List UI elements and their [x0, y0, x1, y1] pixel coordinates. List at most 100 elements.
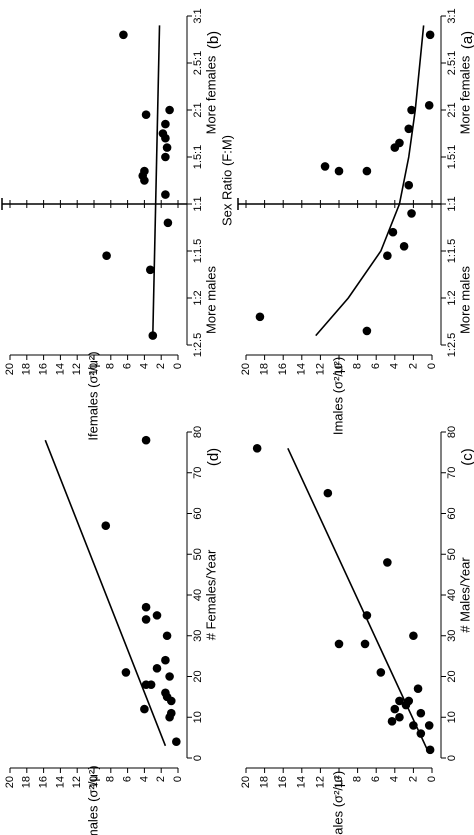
data-point [145, 265, 155, 275]
data-point [141, 602, 151, 612]
panel-label: (d) [205, 448, 222, 466]
data-point [255, 312, 265, 322]
y-tick-label: 10 [88, 363, 100, 375]
data-point [404, 180, 414, 190]
data-point [162, 143, 172, 152]
y-tick-label: 18 [259, 363, 271, 375]
x-tick-label: 60 [192, 507, 204, 519]
x-tick-label: 0 [446, 755, 458, 761]
y-tick-label: 18 [21, 776, 33, 788]
y-tick-label: 4 [138, 776, 150, 782]
x-tick-label: 1.5:1 [446, 145, 458, 169]
data-point [416, 729, 426, 738]
data-point [362, 611, 372, 620]
y-tick-label: 0 [172, 776, 184, 782]
y-tick-label: 10 [333, 776, 345, 788]
x-tick-label: 80 [192, 426, 204, 438]
x-tick-label: 40 [446, 589, 458, 601]
data-point [161, 190, 170, 199]
data-point [141, 435, 151, 445]
data-point [383, 251, 392, 260]
data-point [165, 105, 174, 115]
data-point [334, 639, 344, 649]
x-tick-label: 1:1 [192, 196, 204, 211]
y-tick-label: 12 [71, 776, 83, 788]
x-tick-label: 1:1.5 [192, 239, 204, 263]
data-point [387, 717, 397, 726]
x-axis-label: # Females/Year [203, 549, 218, 640]
data-point [152, 611, 162, 620]
x-axis-label: Sex Ratio (F:M) [219, 135, 234, 226]
x-tick-label: 1:2 [446, 290, 458, 305]
panel-label: (a) [459, 31, 474, 49]
data-point [119, 30, 128, 40]
y-tick-label: 20 [240, 776, 252, 788]
y-axis-label: Imales (σ²/μ²) [330, 771, 345, 835]
x-axis-label: # Males/Year [457, 557, 472, 633]
data-point [395, 696, 404, 706]
data-point [362, 166, 372, 176]
data-point [401, 700, 411, 710]
fit-line [44, 439, 167, 747]
y-tick-label: 16 [38, 776, 50, 788]
data-point [140, 704, 149, 714]
y-tick-label: 12 [314, 776, 326, 788]
y-axis-label: Ifemales (σ²/μ²) [85, 351, 100, 440]
y-tick-label: 8 [105, 776, 117, 782]
data-point [148, 331, 158, 340]
data-point [152, 664, 162, 673]
annotation: More females [203, 55, 218, 134]
y-tick-label: 16 [38, 363, 50, 375]
data-point [425, 30, 435, 40]
x-tick-label: 50 [446, 548, 458, 560]
y-tick-label: 4 [138, 363, 150, 369]
y-tick-label: 0 [172, 363, 184, 369]
y-tick-label: 6 [370, 776, 382, 782]
data-point [416, 708, 426, 718]
data-point [383, 558, 392, 567]
y-tick-label: 18 [21, 363, 33, 375]
data-point [161, 655, 170, 665]
y-tick-label: 12 [71, 363, 83, 375]
y-tick-label: 6 [122, 363, 134, 369]
y-tick-label: 20 [240, 363, 252, 375]
y-tick-label: 8 [352, 776, 364, 782]
y-tick-label: 14 [54, 776, 66, 788]
y-tick-label: 0 [426, 363, 438, 369]
y-axis-label: Imales (σ²/μ²) [330, 357, 345, 435]
fit-line [315, 25, 425, 337]
data-point [409, 721, 418, 730]
data-point [399, 242, 409, 251]
y-tick-label: 12 [314, 363, 326, 375]
fit-line [152, 25, 161, 336]
x-tick-label: 1:2 [192, 290, 204, 305]
y-axis-label: Ifemales (σ²/μ²) [85, 765, 100, 835]
data-point [323, 488, 333, 498]
data-point [424, 721, 434, 730]
data-point [407, 209, 416, 218]
y-tick-label: 2 [155, 776, 167, 782]
fit-line [287, 447, 429, 751]
y-tick-label: 4 [389, 363, 401, 369]
y-tick-label: 14 [296, 363, 308, 375]
data-point [141, 680, 151, 689]
data-point [395, 712, 404, 722]
panel-label: (c) [459, 448, 474, 466]
x-tick-label: 10 [446, 711, 458, 723]
x-tick-label: 70 [446, 467, 458, 479]
x-tick-label: 2:1 [446, 102, 458, 117]
x-tick-label: 30 [192, 630, 204, 642]
y-tick-label: 16 [277, 363, 289, 375]
x-tick-label: 3:1 [192, 8, 204, 23]
x-tick-label: 2.5:1 [446, 51, 458, 75]
data-point [388, 227, 398, 237]
data-point [162, 631, 172, 641]
data-point [165, 672, 174, 681]
x-tick-label: 1:2.5 [446, 333, 458, 357]
y-tick-label: 4 [389, 776, 401, 782]
data-point [140, 166, 149, 176]
x-tick-label: 10 [192, 711, 204, 723]
x-tick-label: 1:1 [446, 196, 458, 211]
y-tick-label: 2 [407, 776, 419, 782]
